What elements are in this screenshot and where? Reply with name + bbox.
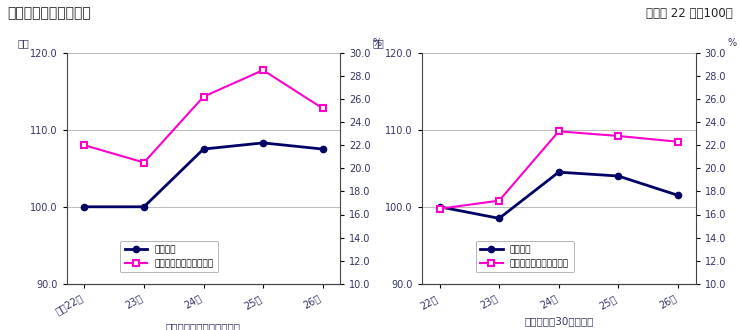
パートタイム労働者比率 <box>258 68 267 72</box>
パートタイム労働者比率 <box>673 140 682 144</box>
パートタイム労働者比率 <box>613 134 622 138</box>
雇用指数 <box>199 147 208 151</box>
Legend: 雇用指数, パートタイム労働者比率: 雇用指数, パートタイム労働者比率 <box>121 241 218 272</box>
X-axis label: 〈規模５人以上全事業所〉: 〈規模５人以上全事業所〉 <box>166 322 241 330</box>
Line: パートタイム労働者比率: パートタイム労働者比率 <box>436 128 682 212</box>
X-axis label: 〈うち規模30人以上〉: 〈うち規模30人以上〉 <box>524 316 593 326</box>
雇用指数 <box>613 174 622 178</box>
雇用指数 <box>140 205 149 209</box>
雇用指数 <box>554 170 563 174</box>
Line: 雇用指数: 雇用指数 <box>81 140 326 210</box>
Text: （平成 22 年＝100）: （平成 22 年＝100） <box>646 7 733 19</box>
雇用指数 <box>673 193 682 197</box>
パートタイム労働者比率 <box>80 143 89 147</box>
Line: 雇用指数: 雇用指数 <box>437 169 681 221</box>
パートタイム労働者比率 <box>554 129 563 133</box>
Line: パートタイム労働者比率: パートタイム労働者比率 <box>81 67 326 166</box>
Text: %: % <box>372 38 382 48</box>
Legend: 雇用指数, パートタイム労働者比率: 雇用指数, パートタイム労働者比率 <box>476 241 574 272</box>
Text: %: % <box>727 38 736 48</box>
パートタイム労働者比率 <box>318 106 327 110</box>
雇用指数 <box>80 205 89 209</box>
パートタイム労働者比率 <box>495 199 504 203</box>
Text: 指数: 指数 <box>17 38 29 48</box>
Text: 図３－１　雇用の推移: 図３－１ 雇用の推移 <box>7 7 91 20</box>
雇用指数 <box>435 205 444 209</box>
雇用指数 <box>258 141 267 145</box>
Text: 指数: 指数 <box>372 38 384 48</box>
パートタイム労働者比率 <box>435 207 444 211</box>
雇用指数 <box>318 147 327 151</box>
雇用指数 <box>495 216 504 220</box>
パートタイム労働者比率 <box>199 95 208 99</box>
パートタイム労働者比率 <box>140 160 149 164</box>
